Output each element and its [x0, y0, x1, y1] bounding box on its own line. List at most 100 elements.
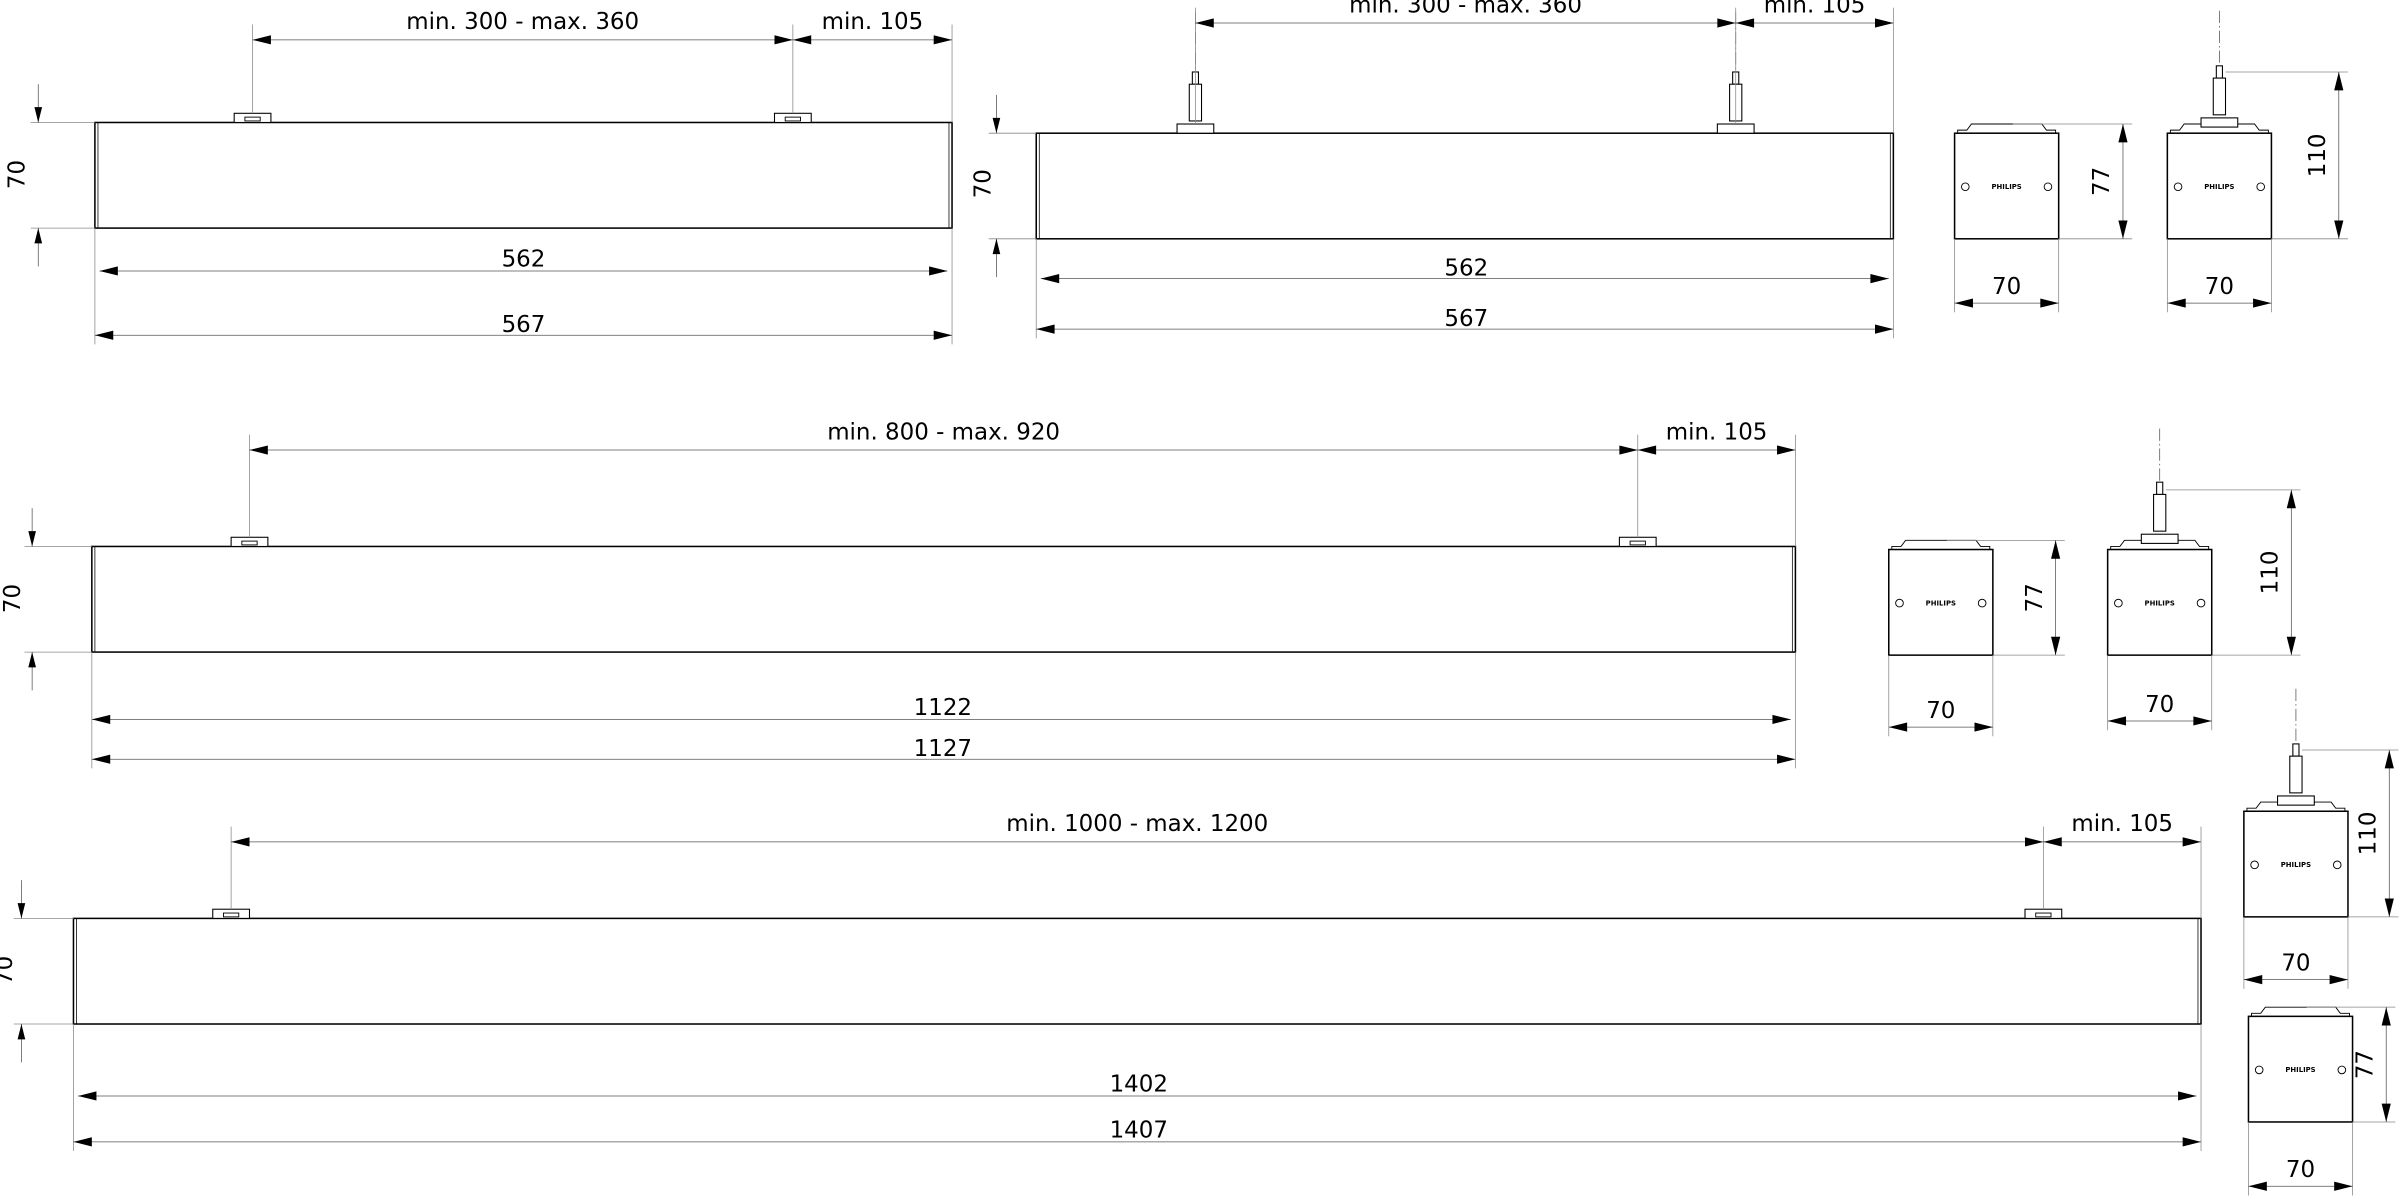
inner-length-dimension-label: 1122	[914, 695, 972, 721]
inner-length-dimension-label: 562	[1444, 256, 1488, 282]
philips-logo: PHILIPS	[1991, 183, 2021, 191]
end-distance-dimension-arrow-left	[1735, 18, 1755, 28]
screw-icon	[2114, 598, 2123, 608]
screw-icon	[2250, 860, 2259, 870]
suspension-bracket	[1716, 123, 1755, 134]
suspension-bracket	[1176, 123, 1215, 134]
end-distance-dimension-arrow-right	[2182, 837, 2202, 847]
end-view-width-dimension-label: 70	[2145, 692, 2174, 718]
end-view: PHILIPS	[2247, 1006, 2354, 1123]
end-distance-dimension-arrow-left	[792, 35, 812, 45]
end-view-body	[2243, 810, 2349, 918]
end-view-width-dimension-arrow-right	[2334, 1181, 2353, 1191]
end-view-width-dimension-label: 70	[2281, 950, 2310, 976]
end-distance-dimension-arrow-right	[1777, 445, 1796, 455]
inner-length-dimension-arrow-left	[78, 1091, 97, 1101]
suspension-bracket	[2200, 117, 2239, 128]
clip-slot	[1629, 540, 1646, 546]
clip-slot	[241, 540, 258, 546]
end-view-width-dimension-arrow-left	[1954, 298, 1973, 308]
screw-icon	[2337, 1065, 2347, 1075]
height-dimension-arrow-bottom	[992, 238, 1001, 255]
height-dimension-arrow-bottom	[34, 228, 43, 244]
overall-length-dimension-arrow-right	[2182, 1137, 2202, 1147]
philips-logo: PHILIPS	[1926, 599, 1956, 607]
spacing-dimension-arrow-right	[774, 35, 793, 45]
end-view-width-dimension-arrow-right	[2253, 298, 2272, 308]
end-view-height-dimension-arrow-bottom	[2118, 220, 2128, 239]
end-view-width-dimension-label: 70	[2205, 274, 2234, 300]
end-distance-dimension-label: min. 105	[1666, 419, 1768, 445]
spacing-dimension-arrow-right	[2025, 837, 2044, 847]
end-view-height-dimension-arrow-bottom	[2051, 636, 2061, 656]
screw-icon	[1977, 598, 1987, 608]
luminaire-side-view-v2	[1035, 132, 1895, 240]
spacing-dimension-label: min. 1000 - max. 1200	[1006, 811, 1268, 837]
height-dimension-arrow-top	[992, 117, 1001, 134]
inner-length-dimension-arrow-right	[929, 266, 948, 276]
spacing-dimension-arrow-left	[252, 35, 271, 45]
screw-icon	[2256, 182, 2265, 192]
height-dimension-arrow-top	[34, 107, 43, 123]
screw-icon	[2043, 182, 2053, 192]
screw-icon	[2254, 1065, 2264, 1075]
spacing-dimension-arrow-right	[1619, 445, 1638, 455]
spacing-dimension-label: min. 800 - max. 920	[827, 419, 1060, 445]
end-view-height-dimension-arrow-bottom	[2286, 636, 2296, 656]
height-dimension-label: 70	[0, 584, 26, 613]
end-view: PHILIPS	[2166, 123, 2273, 240]
spacing-dimension-arrow-left	[249, 445, 268, 455]
end-view-body	[1953, 132, 2060, 240]
luminaire-side-view-v3	[91, 545, 1797, 653]
luminaire-side-view-v4	[72, 917, 2202, 1025]
philips-logo: PHILIPS	[2204, 183, 2234, 191]
clip-slot	[223, 912, 240, 918]
end-view-width-dimension-arrow-right	[2329, 975, 2348, 985]
end-view-height-dimension-label: 110	[2356, 812, 2382, 856]
end-view-cap	[1957, 123, 2057, 134]
overall-length-dimension-arrow-left	[94, 330, 114, 340]
inner-length-dimension-arrow-right	[1870, 274, 1889, 284]
end-view-width-dimension-arrow-right	[2193, 716, 2212, 726]
overall-length-dimension-arrow-left	[1036, 324, 1055, 334]
end-view-height-dimension-arrow-top	[2381, 1007, 2391, 1026]
end-view-width-dimension-arrow-left	[2248, 1181, 2267, 1191]
end-view-height-dimension-label: 77	[2352, 1050, 2378, 1079]
inner-length-dimension-arrow-right	[1772, 714, 1791, 725]
end-view-cap	[1891, 539, 1991, 550]
inner-length-dimension-arrow-right	[2178, 1091, 2197, 1101]
end-view-body	[2247, 1015, 2354, 1123]
screw-icon	[2332, 860, 2342, 870]
suspension-body	[2289, 755, 2303, 794]
end-view-width-dimension-arrow-left	[2107, 716, 2127, 726]
suspension-bracket	[2140, 533, 2179, 544]
overall-length-dimension-label: 1407	[1110, 1117, 1168, 1143]
suspension-body	[2153, 493, 2167, 532]
screw-icon	[2196, 598, 2206, 608]
end-view-width-dimension-label: 70	[1926, 698, 1955, 724]
end-distance-dimension-arrow-right	[933, 35, 953, 45]
end-view-height-dimension-label: 77	[2089, 167, 2115, 196]
height-dimension-arrow-top	[28, 531, 36, 547]
inner-length-dimension-arrow-left	[99, 266, 118, 276]
screw-icon	[2173, 182, 2183, 192]
inner-length-dimension-label: 562	[502, 246, 546, 272]
spacing-dimension-arrow-right	[1717, 18, 1736, 28]
end-view-height-dimension-arrow-bottom	[2381, 1103, 2391, 1122]
end-view-height-dimension-arrow-top	[2334, 71, 2344, 91]
philips-logo: PHILIPS	[2285, 1066, 2315, 1074]
end-distance-dimension-label: min. 105	[822, 9, 924, 35]
spacing-dimension-label: min. 300 - max. 360	[406, 9, 639, 35]
overall-length-dimension-label: 1127	[914, 736, 972, 762]
clip-slot	[784, 116, 801, 122]
end-view-body	[1888, 548, 1994, 656]
end-view-width-dimension-arrow-left	[2167, 298, 2186, 308]
end-view: PHILIPS	[1888, 539, 1994, 656]
end-view: PHILIPS	[2243, 801, 2349, 918]
overall-length-dimension-label: 567	[1444, 306, 1488, 332]
suspension-tip	[2215, 65, 2223, 79]
philips-logo: PHILIPS	[2145, 599, 2175, 607]
inner-length-dimension-arrow-left	[1040, 274, 1060, 284]
